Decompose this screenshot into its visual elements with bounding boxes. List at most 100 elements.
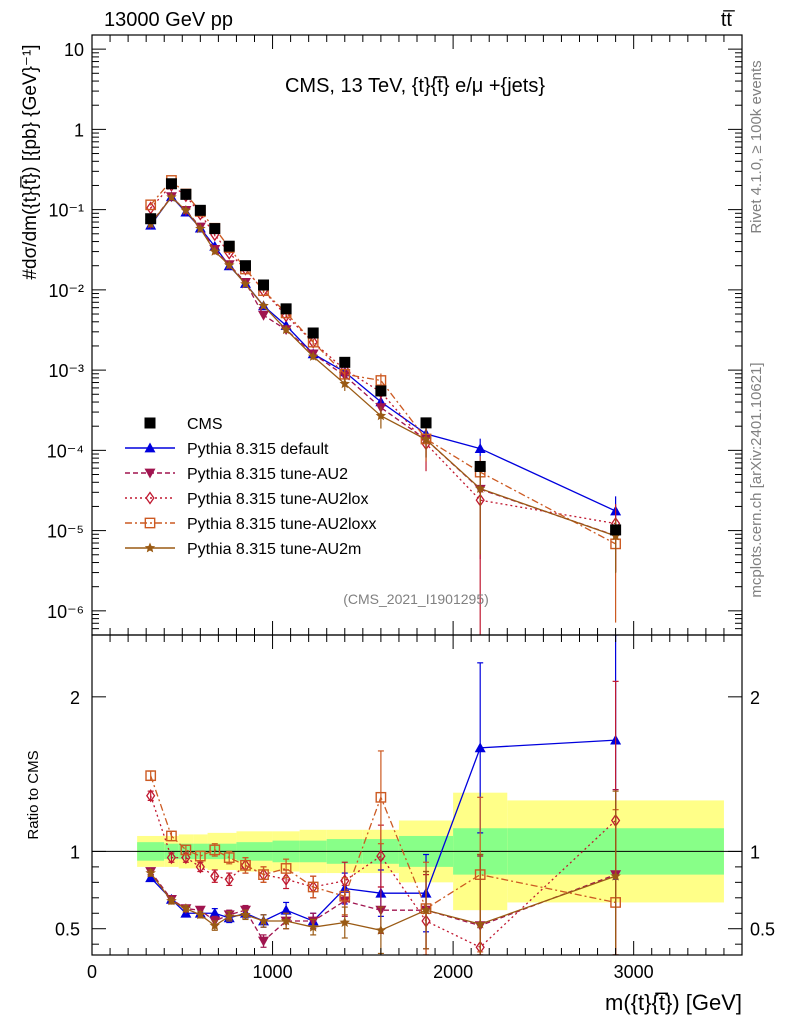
series-ratio-marker [258, 915, 269, 926]
series-main-line [150, 196, 616, 537]
series-ratio-marker [166, 895, 177, 906]
series-ratio-marker [307, 881, 319, 893]
series-ratio-marker [180, 844, 192, 856]
series-main-marker [209, 245, 220, 256]
series-main-group [145, 192, 622, 572]
y-axis-label: #dσ/dm({t}{t̅}) [{pb} {GeV}⁻¹] [20, 44, 41, 279]
series-ratio-marker [145, 867, 156, 878]
series-ratio-marker [240, 909, 251, 920]
ratio-tick-label-right: 0.5 [750, 920, 775, 940]
series-main-line [150, 195, 616, 512]
series-main-group [145, 191, 622, 537]
cms-data-point [307, 327, 319, 339]
y-tick-label: 10⁻³ [48, 361, 84, 381]
series-main-marker [224, 259, 235, 270]
legend-label: Pythia 8.315 tune-AU2lox [187, 491, 368, 508]
series-ratio-marker [224, 910, 235, 921]
series-ratio-marker [258, 936, 270, 947]
legend: CMS Pythia 8.315 default Pythia 8.315 tune… [125, 416, 376, 558]
y-tick-label: 1 [74, 120, 84, 140]
chart-title: CMS, 13 TeV, {t}{t̅} e/μ +{jets} [285, 75, 545, 97]
series-ratio-group [145, 750, 621, 955]
series-main-marker [375, 375, 387, 386]
x-axis-label: m({t}{t̅}) [GeV] [605, 990, 742, 1015]
y-tick-label: 10⁻⁶ [47, 602, 84, 622]
legend-marker [145, 491, 155, 505]
ratio-axis-label: Ratio to CMS [25, 750, 42, 839]
cms-data-point [239, 260, 251, 272]
series-ratio-marker [280, 915, 292, 926]
series-ratio-marker [420, 904, 432, 915]
cms-data-point [610, 524, 622, 536]
cms-data-point [223, 240, 235, 252]
series-ratio-marker [210, 869, 220, 883]
series-ratio-marker [475, 918, 486, 929]
series-ratio-marker [224, 872, 234, 886]
x-tick-label: 3000 [614, 962, 654, 982]
series-main-marker [180, 204, 192, 215]
legend-marker [144, 468, 156, 479]
series-ratio-marker [610, 870, 621, 881]
legend-entry: Pythia 8.315 tune-AU2 [125, 466, 348, 483]
series-ratio-marker [166, 850, 177, 865]
series-ratio-marker [209, 907, 221, 918]
series-main-group [145, 191, 621, 574]
series-ratio-marker [180, 903, 192, 914]
cms-data-point [209, 223, 221, 235]
series-ratio-marker [194, 850, 206, 862]
series-ratio-marker [339, 890, 351, 902]
ratio-tick-label-left: 2 [70, 688, 80, 708]
cms-data-point [420, 417, 432, 429]
series-main-marker [475, 483, 486, 493]
legend-marker [144, 542, 156, 553]
process-label: 13000 GeV pp [104, 9, 233, 31]
series-ratio-marker [145, 770, 157, 782]
y-tick-label: 10⁻¹ [48, 201, 84, 221]
series-main-marker [339, 378, 350, 389]
series-ratio-marker [223, 852, 235, 863]
y-tick-label: 10 [64, 40, 84, 60]
series-ratio-marker [375, 924, 387, 935]
cms-data-point [258, 279, 270, 291]
series-ratio-marker [145, 872, 157, 883]
legend-label: Pythia 8.315 tune-AU2 [187, 466, 348, 483]
series-ratio-marker [240, 859, 251, 871]
cms-data-point [180, 188, 192, 200]
legend-marker [144, 442, 156, 453]
cms-data-point [145, 213, 157, 225]
series-main-marker [420, 434, 432, 444]
series-ratio-marker [258, 869, 269, 880]
axes: 0 1000 2000 300010⁻⁶10⁻⁵10⁻⁴10⁻³10⁻²10⁻¹110… [47, 34, 775, 982]
series-ratio-marker [307, 921, 319, 932]
y-tick-label: 10⁻⁴ [47, 441, 84, 461]
ratio-tick-label-left: 0.5 [55, 920, 80, 940]
legend-entry: CMS [144, 416, 223, 433]
x-tick-label: 0 [87, 962, 97, 982]
series-ratio-marker [195, 860, 205, 874]
rivet-version-label: Rivet 4.1.0, ≥ 100k events [748, 60, 765, 233]
x-tick-label: 2000 [433, 962, 473, 982]
series-ratio-marker [375, 791, 387, 803]
series-main-marker [195, 223, 206, 234]
series-ratio-group [145, 790, 621, 955]
ratio-tick-label-left: 1 [70, 842, 80, 862]
series-layer [145, 175, 622, 955]
series-main-line [150, 179, 616, 545]
legend-label: Pythia 8.315 default [187, 441, 329, 458]
series-main-marker [258, 300, 269, 311]
legend-entry: Pythia 8.315 tune-AU2loxx [125, 516, 376, 533]
series-ratio-marker [376, 849, 386, 863]
series-main-marker [240, 278, 251, 289]
series-main-marker [258, 310, 270, 321]
series-ratio-marker [280, 863, 292, 874]
cms-data-point [474, 460, 486, 472]
legend-entry: Pythia 8.315 default [125, 441, 329, 458]
series-main-marker [166, 191, 177, 202]
cms-data-point [165, 178, 177, 190]
series-ratio-marker [280, 904, 292, 915]
series-ratio-marker [166, 830, 177, 842]
legend-label: Pythia 8.315 tune-AU2m [187, 541, 361, 558]
cms-data-point [280, 303, 292, 315]
series-ratio-marker [181, 850, 191, 865]
ratio-tick-label-right: 2 [750, 688, 760, 708]
